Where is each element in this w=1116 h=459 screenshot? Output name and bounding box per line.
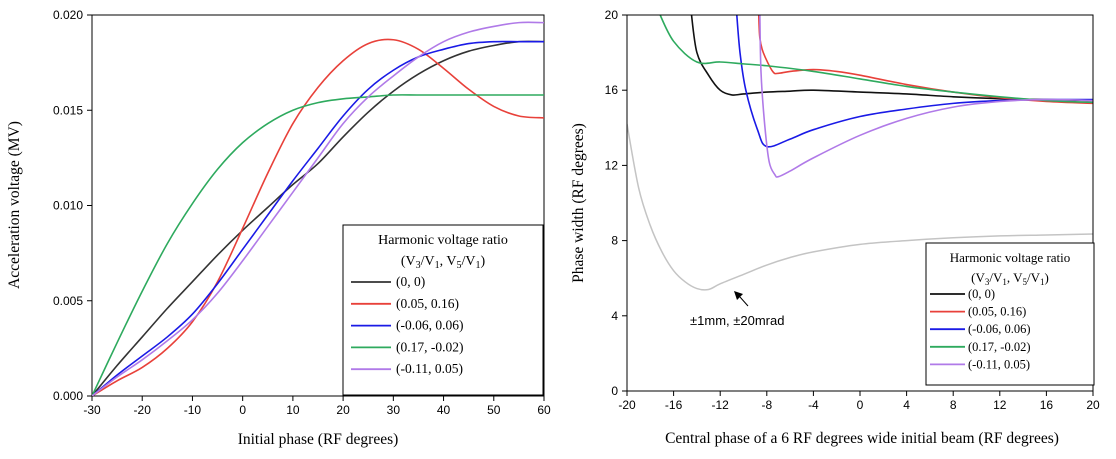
right-series-0-17-0-02-line <box>659 15 1093 104</box>
x-tick-label: -16 <box>665 398 683 412</box>
right-legend: Harmonic voltage ratio (V3/V1, V5/V1) (0… <box>925 242 1095 386</box>
x-tick-label: 12 <box>993 398 1007 412</box>
x-tick-label: 0 <box>239 403 246 417</box>
right-legend-box <box>925 242 1095 386</box>
left-legend-label: (0.05, 0.16) <box>396 296 459 311</box>
x-tick-label: -10 <box>184 403 202 417</box>
y-tick-label: 0.005 <box>53 294 83 308</box>
right-legend-title: Harmonic voltage ratio <box>950 250 1071 265</box>
left-series-0-0-line <box>92 40 544 396</box>
x-tick-label: 10 <box>286 403 300 417</box>
left-series-0-11-0-05-line <box>92 21 544 396</box>
right-legend-subtitle: (V3/V1, V5/V1) <box>971 270 1049 287</box>
acceleration-voltage-chart: -30 -20 -10 0 10 20 30 40 50 60 0.0000.0050.0100.… <box>6 8 551 448</box>
right-legend-label: (0.17, -0.02) <box>968 340 1031 354</box>
y-tick-label: 4 <box>611 309 618 323</box>
annotation-arrow-line <box>739 296 749 307</box>
x-tick-label: 60 <box>537 403 551 417</box>
y-tick-label: 16 <box>605 83 619 97</box>
right-series-lines <box>627 15 1093 291</box>
x-tick-label: -20 <box>134 403 152 417</box>
right-y-ticks: 0 4 8 12 16 20 <box>605 8 627 398</box>
x-tick-label: 40 <box>437 403 451 417</box>
y-tick-label: 0 <box>611 384 618 398</box>
x-tick-label: -8 <box>761 398 772 412</box>
right-legend-label: (-0.11, 0.05) <box>968 357 1030 371</box>
right-series-reference-line <box>627 123 1093 291</box>
y-tick-label: 8 <box>611 234 618 248</box>
left-legend-label: (-0.06, 0.06) <box>396 318 464 333</box>
x-tick-label: 4 <box>903 398 910 412</box>
x-tick-label: 16 <box>1040 398 1054 412</box>
y-tick-label: 0.010 <box>53 199 83 213</box>
left-series-0-06-0-06-line <box>92 40 544 396</box>
left-series-0-17-0-02-line <box>92 94 544 396</box>
right-y-axis-label: Phase width (RF degrees) <box>570 123 587 283</box>
y-tick-label: 0.015 <box>53 103 83 117</box>
x-tick-label: 50 <box>487 403 501 417</box>
right-legend-label: (-0.06, 0.06) <box>968 322 1031 336</box>
phase-width-chart: -20 -16 -12 -8 -4 0 4 8 12 16 20 0 4 8 12 16 20 Central… <box>570 8 1100 447</box>
left-legend-label: (-0.11, 0.05) <box>396 361 463 376</box>
left-x-ticks: -30 -20 -10 0 10 20 30 40 50 60 <box>83 396 551 417</box>
x-tick-label: 0 <box>857 398 864 412</box>
left-series-lines <box>92 21 544 396</box>
x-tick-label: 20 <box>1086 398 1100 412</box>
annotation-arrow-head <box>734 291 743 300</box>
right-series-0-06-0-06-line <box>736 15 1093 148</box>
x-tick-label: -4 <box>808 398 819 412</box>
left-series-0-05-0-16-line <box>92 38 544 396</box>
annotation-text: ±1mm, ±20mrad <box>690 313 784 328</box>
right-x-axis-label: Central phase of a 6 RF degrees wide ini… <box>665 430 1059 447</box>
left-legend-title: Harmonic voltage ratio <box>378 233 508 248</box>
right-series-0-11-0-05-line <box>759 15 1093 178</box>
right-x-ticks: -20 -16 -12 -8 -4 0 4 8 12 16 20 <box>618 391 1100 412</box>
right-series-0-05-0-16-line <box>757 15 1093 105</box>
right-legend-label: (0.05, 0.16) <box>968 305 1026 319</box>
x-tick-label: -30 <box>83 403 101 417</box>
left-x-axis-label: Initial phase (RF degrees) <box>238 431 399 448</box>
x-tick-label: 30 <box>387 403 401 417</box>
left-legend-label: (0, 0) <box>396 274 425 289</box>
right-series-0-0-line <box>690 15 1093 102</box>
y-tick-label: 12 <box>605 158 619 172</box>
left-y-ticks: 0.000 0.005 0.010 0.015 0.020 <box>53 8 92 403</box>
right-legend-label: (0, 0) <box>968 287 995 301</box>
measurement-annotation: ±1mm, ±20mrad <box>690 291 784 328</box>
y-tick-label: 0.000 <box>53 389 83 403</box>
left-y-axis-label: Acceleration voltage (MV) <box>6 121 23 289</box>
y-tick-label: 0.020 <box>53 8 83 22</box>
left-legend-subtitle: (V3/V1, V5/V1) <box>401 254 486 271</box>
left-legend: Harmonic voltage ratio (V3/V1, V5/V1) (0… <box>342 224 544 396</box>
x-tick-label: 8 <box>950 398 957 412</box>
left-legend-label: (0.17, -0.02) <box>396 339 464 354</box>
x-tick-label: -12 <box>712 398 730 412</box>
x-tick-label: 20 <box>336 403 350 417</box>
y-tick-label: 20 <box>605 8 619 22</box>
left-legend-box <box>342 224 544 396</box>
x-tick-label: -20 <box>618 398 636 412</box>
